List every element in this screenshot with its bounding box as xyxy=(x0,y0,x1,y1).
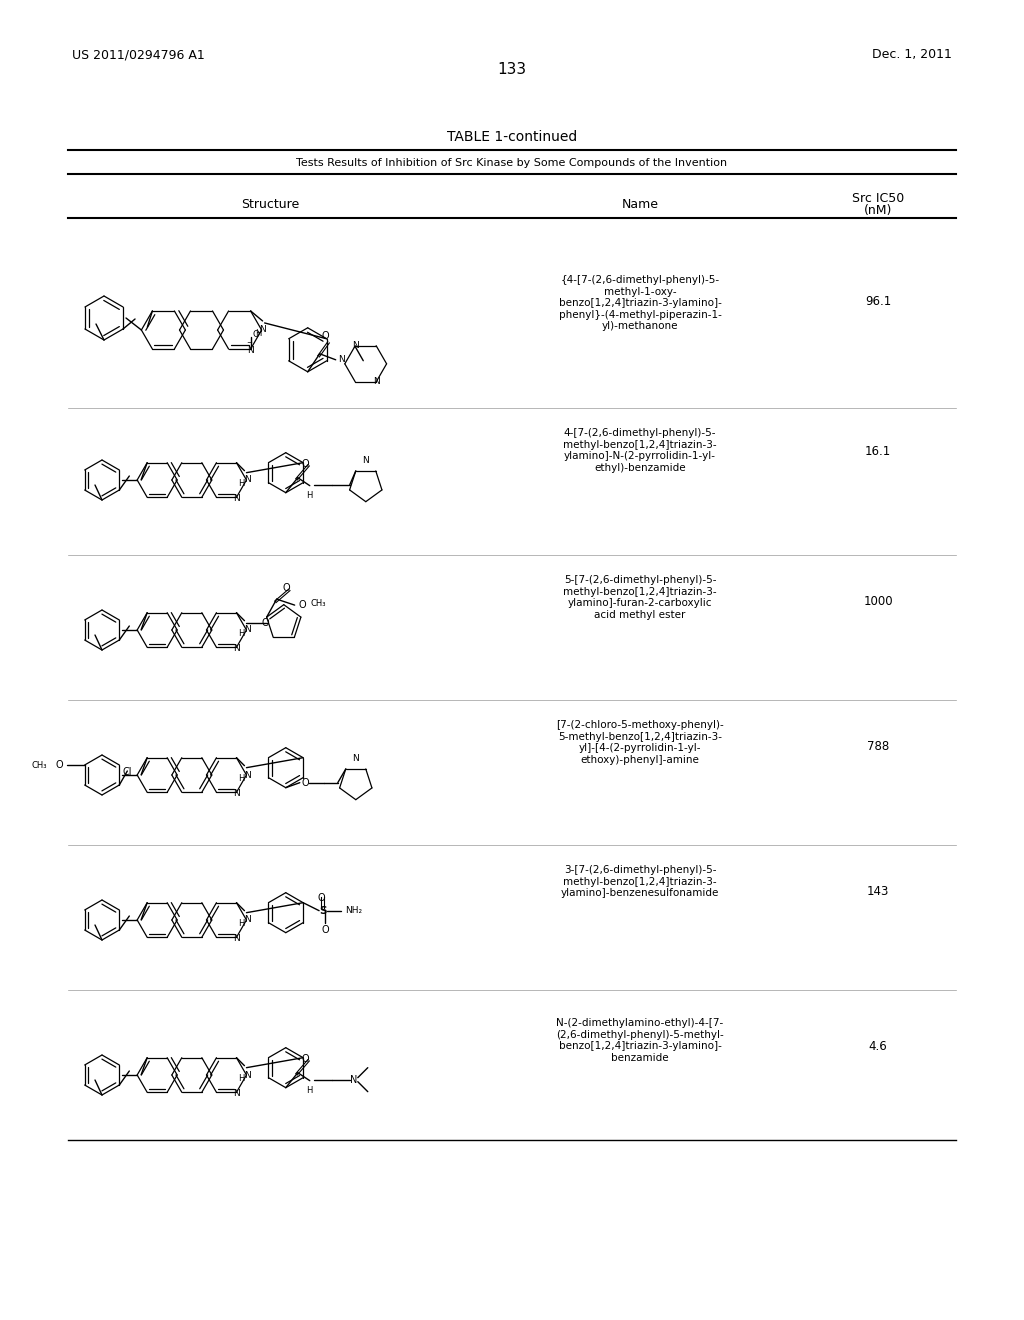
Text: Dec. 1, 2011: Dec. 1, 2011 xyxy=(872,48,952,61)
Text: N: N xyxy=(352,754,359,763)
Text: TABLE 1-continued: TABLE 1-continued xyxy=(446,129,578,144)
Text: O: O xyxy=(299,601,306,610)
Text: N: N xyxy=(259,326,266,334)
Text: N: N xyxy=(350,1074,357,1085)
Text: H: H xyxy=(239,1073,245,1082)
Text: 96.1: 96.1 xyxy=(865,294,891,308)
Text: 1000: 1000 xyxy=(863,595,893,609)
Text: 3-[7-(2,6-dimethyl-phenyl)-5-
methyl-benzo[1,2,4]triazin-3-
ylamino]-benzenesulf: 3-[7-(2,6-dimethyl-phenyl)-5- methyl-ben… xyxy=(561,865,719,898)
Text: O: O xyxy=(302,777,309,788)
Text: N: N xyxy=(244,1071,251,1080)
Text: N: N xyxy=(233,789,240,797)
Text: Cl: Cl xyxy=(123,767,132,777)
Text: O: O xyxy=(55,760,62,770)
Text: CH₃: CH₃ xyxy=(31,760,47,770)
Text: H: H xyxy=(239,774,245,783)
Text: H: H xyxy=(239,479,245,487)
Text: 4.6: 4.6 xyxy=(868,1040,888,1053)
Text: H: H xyxy=(239,919,245,928)
Text: 133: 133 xyxy=(498,62,526,77)
Text: 788: 788 xyxy=(867,741,889,752)
Text: O: O xyxy=(302,458,309,469)
Text: 16.1: 16.1 xyxy=(865,445,891,458)
Text: [7-(2-chloro-5-methoxy-phenyl)-
5-methyl-benzo[1,2,4]triazin-3-
yl]-[4-(2-pyrrol: [7-(2-chloro-5-methoxy-phenyl)- 5-methyl… xyxy=(556,719,724,764)
Text: US 2011/0294796 A1: US 2011/0294796 A1 xyxy=(72,48,205,61)
Text: (nM): (nM) xyxy=(864,205,892,216)
Text: N: N xyxy=(352,341,358,350)
Text: N: N xyxy=(244,475,251,484)
Text: H: H xyxy=(306,491,313,500)
Text: O: O xyxy=(302,1053,309,1064)
Text: N: N xyxy=(362,455,370,465)
Text: Src IC50: Src IC50 xyxy=(852,191,904,205)
Text: N: N xyxy=(233,933,240,942)
Text: O: O xyxy=(317,892,325,903)
Text: CH₃: CH₃ xyxy=(310,598,327,607)
Text: O: O xyxy=(262,618,269,628)
Text: H: H xyxy=(255,329,262,338)
Text: N: N xyxy=(233,644,240,653)
Text: Tests Results of Inhibition of Src Kinase by Some Compounds of the Invention: Tests Results of Inhibition of Src Kinas… xyxy=(296,158,728,168)
Text: N: N xyxy=(244,771,251,780)
Text: 143: 143 xyxy=(866,884,889,898)
Text: N: N xyxy=(233,1089,240,1098)
Text: O: O xyxy=(322,331,330,341)
Text: S: S xyxy=(319,906,327,916)
Text: O: O xyxy=(253,330,260,338)
Text: NH₂: NH₂ xyxy=(345,906,362,915)
Text: H: H xyxy=(306,1085,313,1094)
Text: N: N xyxy=(244,916,251,924)
Text: N: N xyxy=(373,378,380,387)
Text: N: N xyxy=(233,494,240,503)
Text: −: − xyxy=(247,341,253,346)
Text: Name: Name xyxy=(622,198,658,211)
Text: N: N xyxy=(247,346,254,355)
Text: O: O xyxy=(283,583,291,593)
Text: 4-[7-(2,6-dimethyl-phenyl)-5-
methyl-benzo[1,2,4]triazin-3-
ylamino]-N-(2-pyrrol: 4-[7-(2,6-dimethyl-phenyl)-5- methyl-ben… xyxy=(563,428,717,473)
Text: H: H xyxy=(239,628,245,638)
Text: Structure: Structure xyxy=(241,198,299,211)
Text: N: N xyxy=(244,626,251,635)
Text: O: O xyxy=(322,925,329,935)
Text: {4-[7-(2,6-dimethyl-phenyl)-5-
methyl-1-oxy-
benzo[1,2,4]triazin-3-ylamino]-
phe: {4-[7-(2,6-dimethyl-phenyl)-5- methyl-1-… xyxy=(558,275,722,331)
Text: N-(2-dimethylamino-ethyl)-4-[7-
(2,6-dimethyl-phenyl)-5-methyl-
benzo[1,2,4]tria: N-(2-dimethylamino-ethyl)-4-[7- (2,6-dim… xyxy=(556,1018,724,1063)
Text: N: N xyxy=(338,355,344,364)
Text: 5-[7-(2,6-dimethyl-phenyl)-5-
methyl-benzo[1,2,4]triazin-3-
ylamino]-furan-2-car: 5-[7-(2,6-dimethyl-phenyl)-5- methyl-ben… xyxy=(563,576,717,620)
